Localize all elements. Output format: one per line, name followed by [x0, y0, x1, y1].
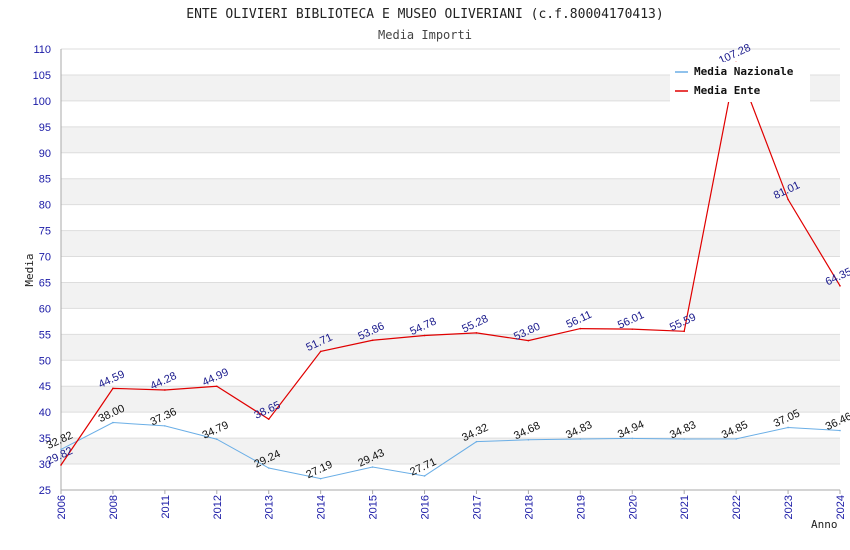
point-media-ente [579, 327, 582, 330]
y-tick-label: 105 [33, 70, 51, 82]
point-media-nazionale [267, 467, 270, 469]
grid-band [61, 126, 840, 153]
data-label-media-nazionale: 36.46 [824, 411, 850, 434]
point-media-nazionale [787, 426, 789, 429]
point-media-nazionale [683, 438, 685, 440]
x-tick-label: 2022 [731, 495, 743, 519]
x-tick-label: 2011 [160, 495, 172, 519]
y-tick-label: 25 [39, 485, 51, 497]
x-tick-label: 2015 [368, 495, 380, 519]
grid-band [61, 282, 840, 309]
y-tick-label: 35 [39, 433, 51, 445]
point-media-nazionale [112, 421, 114, 424]
point-media-ente [631, 328, 634, 330]
grid-band [61, 386, 840, 413]
x-tick-label: 2014 [316, 495, 328, 519]
y-tick-label: 45 [39, 381, 51, 393]
chart-subtitle: Media Importi [378, 28, 472, 42]
point-media-nazionale [423, 475, 426, 477]
point-media-ente [112, 387, 114, 390]
legend-label-media-nazionale: Media Nazionale [694, 65, 794, 78]
y-tick-label: 75 [39, 226, 51, 238]
y-tick-label: 55 [39, 329, 51, 341]
series-line-media-ente [60, 60, 841, 466]
data-label-media-nazionale: 34.94 [616, 418, 646, 441]
x-tick-label: 2013 [264, 495, 276, 519]
point-media-nazionale [216, 438, 218, 441]
y-tick-label: 100 [33, 96, 51, 108]
point-media-nazionale [527, 438, 530, 441]
point-media-nazionale [60, 448, 62, 451]
point-media-ente [267, 418, 270, 420]
x-tick-label: 2016 [420, 495, 432, 519]
point-media-nazionale [631, 437, 634, 440]
y-tick-label: 95 [39, 122, 51, 134]
point-media-ente [839, 285, 841, 287]
point-media-ente [475, 332, 478, 334]
point-media-ente [216, 385, 218, 388]
y-tick-label: 85 [39, 174, 51, 186]
grid-bands [61, 74, 840, 465]
point-media-nazionale [475, 440, 478, 443]
data-label-media-ente: 55.59 [668, 311, 698, 334]
point-media-ente [371, 339, 374, 342]
point-media-nazionale [319, 477, 322, 480]
y-tick-label: 110 [33, 44, 51, 56]
point-media-ente [60, 464, 62, 466]
legend-box [670, 62, 810, 102]
point-media-nazionale [164, 425, 166, 427]
x-tick-label: 2008 [108, 495, 120, 519]
x-tick-label: 2017 [471, 495, 483, 519]
x-tick-labels: 2006 2008 2011 2012 2013 2014 2015 2016 2017 2018… [56, 490, 847, 519]
y-tick-label: 80 [39, 200, 51, 212]
series-lines [60, 60, 841, 480]
x-tick-label: 2006 [56, 495, 68, 519]
y-tick-label: 40 [39, 407, 51, 419]
x-tick-label: 2024 [835, 495, 847, 519]
data-label-media-ente: 56.11 [564, 309, 593, 331]
point-media-ente [423, 334, 426, 337]
x-tick-label: 2019 [575, 495, 587, 519]
series-line-media-nazionale [60, 422, 841, 480]
x-tick-label: 2023 [783, 495, 795, 519]
point-media-nazionale [579, 438, 582, 440]
x-tick-label: 2020 [627, 495, 639, 519]
point-media-nazionale [735, 438, 737, 440]
x-axis-label: Anno [811, 518, 838, 531]
point-media-ente [787, 198, 789, 201]
y-tick-label: 90 [39, 148, 51, 160]
gridlines [61, 48, 840, 491]
data-label-media-ente: 56.01 [616, 309, 646, 332]
point-media-ente [527, 339, 530, 342]
x-tick-label: 2018 [523, 495, 535, 519]
y-tick-label: 30 [39, 459, 51, 471]
legend-label-media-ente: Media Ente [694, 84, 761, 97]
y-tick-label: 60 [39, 303, 51, 315]
grid-band [61, 178, 840, 205]
y-tick-label: 70 [39, 252, 51, 264]
grid-band [61, 334, 840, 361]
point-media-ente [164, 389, 166, 391]
x-tick-label: 2021 [679, 495, 691, 519]
x-tick-label: 2012 [212, 495, 224, 519]
point-media-nazionale [371, 466, 374, 468]
grid-band [61, 438, 840, 465]
data-label-media-ente: 55.28 [460, 313, 490, 336]
data-label-media-ente: 44.99 [201, 366, 231, 389]
point-media-nazionale [839, 429, 841, 432]
point-media-ente [319, 350, 322, 353]
point-media-ente [683, 330, 685, 333]
y-axis-label: Media [23, 253, 36, 286]
axes [60, 49, 840, 491]
chart-title: ENTE OLIVIERI BIBLIOTECA E MUSEO OLIVERI… [186, 7, 663, 22]
y-tick-label: 65 [39, 277, 51, 289]
y-tick-labels: 25 30 35 40 45 50 55 60 65 70 75 80 85 90 95 100 105 110 [33, 44, 51, 497]
legend: Media Nazionale Media Ente [670, 62, 810, 102]
grid-band [61, 230, 840, 257]
y-tick-label: 50 [39, 355, 51, 367]
